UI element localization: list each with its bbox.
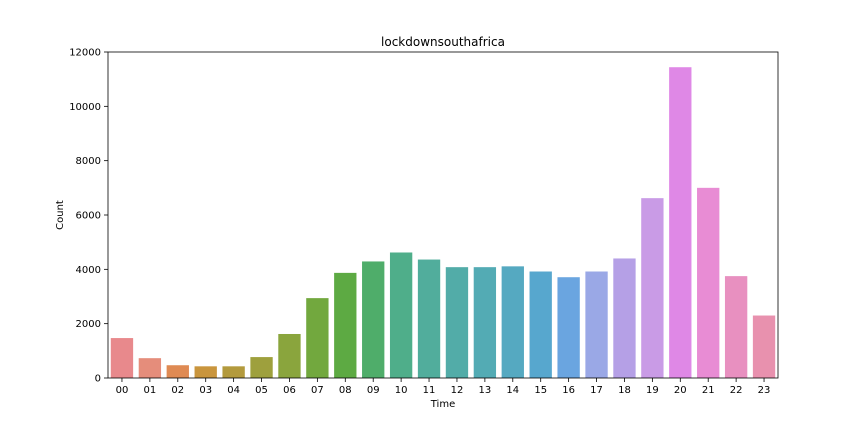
x-tick-label-09: 09 <box>367 385 380 396</box>
x-tick-label-22: 22 <box>730 385 743 396</box>
x-axis-label: Time <box>430 399 455 410</box>
x-tick-label-15: 15 <box>534 385 547 396</box>
x-tick-label-10: 10 <box>395 385 408 396</box>
bar-03 <box>194 366 217 378</box>
chart-title: lockdownsouthafrica <box>381 35 505 49</box>
plot-frame <box>107 51 779 379</box>
bar-12 <box>445 267 469 378</box>
x-tick-label-06: 06 <box>283 385 296 396</box>
x-tick-label-04: 04 <box>227 385 240 396</box>
bar-01 <box>138 358 162 378</box>
bar-17 <box>585 271 608 378</box>
bar-11 <box>417 259 441 378</box>
x-tick-label-05: 05 <box>255 385 268 396</box>
bar-16 <box>557 277 580 378</box>
x-tick-label-21: 21 <box>702 385 715 396</box>
x-tick-label-17: 17 <box>590 385 603 396</box>
y-tick-label: 4000 <box>76 265 101 276</box>
bar-00 <box>110 338 134 378</box>
y-tick-label: 12000 <box>69 48 101 59</box>
x-tick-label-16: 16 <box>562 385 575 396</box>
y-tick-label: 2000 <box>76 319 101 330</box>
bar-20 <box>669 67 692 379</box>
bar-06 <box>278 333 301 378</box>
bar-04 <box>222 366 245 378</box>
y-axis: 0 2000 4000 6000 8000 10000 12000 <box>69 48 108 385</box>
y-tick-label: 0 <box>95 374 101 385</box>
bars-group <box>110 67 776 379</box>
y-tick-label: 8000 <box>76 156 101 167</box>
bar-15 <box>529 271 552 378</box>
x-tick-label-12: 12 <box>451 385 464 396</box>
bar-02 <box>166 365 189 378</box>
y-tick-label: 10000 <box>69 102 101 113</box>
y-tick-label: 6000 <box>76 211 101 222</box>
x-tick-label-20: 20 <box>674 385 687 396</box>
x-axis: 00 01 02 03 04 05 06 07 08 09 10 11 12 13 14 15 16 17 18 19… <box>116 378 771 396</box>
bar-14 <box>501 266 524 378</box>
x-tick-label-11: 11 <box>423 385 436 396</box>
bar-10 <box>389 252 413 378</box>
bar-05 <box>250 357 273 378</box>
bar-09 <box>362 261 385 378</box>
x-tick-label-08: 08 <box>339 385 352 396</box>
x-tick-label-18: 18 <box>618 385 631 396</box>
x-tick-label-13: 13 <box>479 385 492 396</box>
bar-21 <box>697 187 720 378</box>
bar-22 <box>724 276 748 378</box>
bar-13 <box>473 267 497 378</box>
x-tick-label-14: 14 <box>506 385 519 396</box>
bar-18 <box>613 258 636 378</box>
x-tick-label-02: 02 <box>171 385 184 396</box>
bar-19 <box>641 198 664 378</box>
y-axis-label: Count <box>55 200 66 230</box>
x-tick-label-01: 01 <box>144 385 157 396</box>
x-tick-label-23: 23 <box>758 385 771 396</box>
bar-23 <box>752 315 776 378</box>
x-tick-label-00: 00 <box>116 385 129 396</box>
x-tick-label-07: 07 <box>311 385 324 396</box>
bar-08 <box>334 272 357 378</box>
x-tick-label-03: 03 <box>199 385 212 396</box>
bar-07 <box>306 298 329 378</box>
x-tick-label-19: 19 <box>646 385 659 396</box>
